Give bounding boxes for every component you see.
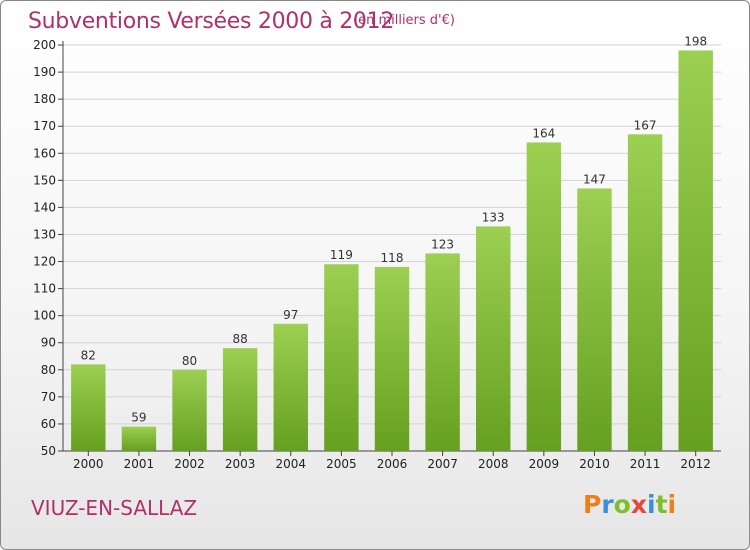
logo-letter: i [647, 490, 656, 519]
bar-value-label: 88 [233, 332, 248, 346]
bar-value-label: 133 [482, 210, 505, 224]
y-tick-label: 130 [33, 227, 56, 241]
y-tick-label: 150 [33, 173, 56, 187]
y-tick-label: 160 [33, 146, 56, 160]
commune-name: VIUZ-EN-SALLAZ [31, 496, 198, 520]
bar [678, 50, 713, 452]
proxiti-logo: Proxiti [583, 490, 676, 519]
y-tick-label: 50 [41, 444, 56, 458]
bar [526, 142, 562, 451]
bar-value-label: 59 [131, 411, 146, 425]
x-tick-label: 2005 [326, 457, 357, 471]
logo-letter: t [655, 490, 668, 519]
bar [222, 348, 258, 451]
y-tick-label: 110 [33, 282, 56, 296]
axes: 50 60 70 80 90 100 110 120 130 140 150 160 170 180 190… [33, 38, 721, 471]
bar-value-label: 198 [684, 34, 707, 48]
chart-title: Subventions Versées 2000 à 2012 [28, 9, 395, 34]
bar-value-label: 97 [283, 308, 298, 322]
y-tick-label: 70 [41, 390, 56, 404]
logo-letter: x [630, 490, 647, 519]
bar [374, 266, 410, 451]
x-tick-label: 2000 [73, 457, 104, 471]
chart-unit: (en milliers d'€) [353, 13, 455, 28]
y-tick-label: 180 [33, 92, 56, 106]
x-tick-label: 2006 [377, 457, 408, 471]
bar [71, 364, 106, 451]
bar-value-label: 123 [431, 237, 454, 251]
x-tick-label: 2012 [680, 457, 711, 471]
logo-letter: r [601, 490, 614, 519]
y-tick-label: 120 [33, 255, 56, 269]
bar-value-label: 80 [182, 354, 197, 368]
y-tick-label: 60 [41, 417, 56, 431]
y-tick-label: 200 [33, 38, 56, 52]
x-tick-label: 2003 [225, 457, 256, 471]
bar [273, 323, 308, 451]
y-tick-label: 140 [33, 200, 56, 214]
logo-letter: P [583, 490, 602, 519]
bar [324, 264, 359, 451]
y-tick-label: 100 [33, 309, 56, 323]
logo-letter: i [667, 490, 677, 519]
bar-value-label: 119 [330, 248, 353, 262]
x-tick-label: 2008 [478, 457, 509, 471]
bar-value-label: 167 [634, 118, 657, 132]
y-tick-label: 80 [41, 363, 56, 377]
logo-letter: o [613, 490, 631, 519]
y-tick-label: 90 [41, 336, 56, 350]
bars: 82 59 80 88 97 119 118 123 133 164 147 167 198 [71, 34, 713, 452]
bar-value-label: 82 [81, 348, 96, 362]
x-tick-label: 2001 [124, 457, 155, 471]
bar [121, 426, 157, 451]
x-tick-label: 2002 [174, 457, 205, 471]
x-tick-label: 2011 [630, 457, 661, 471]
x-tick-label: 2009 [529, 457, 560, 471]
bar-value-label: 147 [583, 172, 606, 186]
bar [476, 226, 511, 451]
bar [172, 369, 207, 451]
x-tick-label: 2010 [579, 457, 610, 471]
bar [577, 188, 612, 451]
y-tick-label: 190 [33, 65, 56, 79]
bar [425, 253, 460, 451]
x-tick-label: 2007 [427, 457, 458, 471]
bar-value-label: 118 [381, 251, 404, 265]
y-tick-label: 170 [33, 119, 56, 133]
bar-value-label: 164 [532, 126, 555, 140]
bar [627, 134, 663, 451]
x-tick-label: 2004 [275, 457, 306, 471]
